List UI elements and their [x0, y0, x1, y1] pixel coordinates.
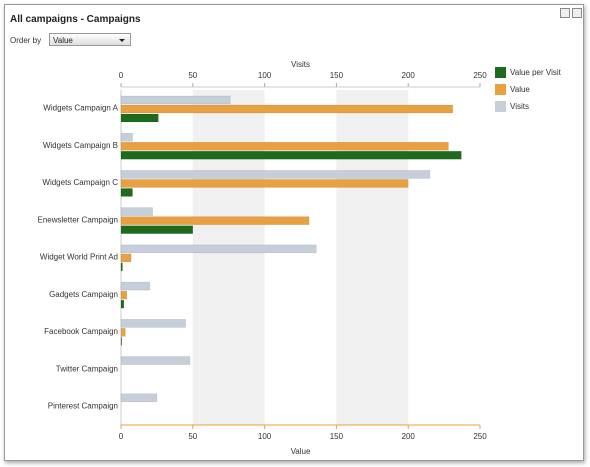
- bar: [120, 262, 123, 272]
- bar: [120, 150, 462, 160]
- x2-tick-label: 0: [119, 71, 124, 80]
- x-tick-label: 200: [402, 432, 416, 441]
- y-tick-label: Widgets Campaign A: [43, 104, 118, 113]
- y-tick-label: Twitter Campaign: [56, 364, 118, 373]
- y-tick-label: Widgets Campaign B: [43, 141, 118, 150]
- legend-swatch: [495, 84, 506, 95]
- y-tick-label: Enewsletter Campaign: [38, 215, 118, 224]
- y-tick-label: Gadgets Campaign: [49, 290, 118, 299]
- bar: [120, 207, 153, 216]
- bar: [120, 393, 158, 403]
- x2-tick-label: 150: [330, 71, 344, 80]
- bar: [120, 244, 317, 254]
- legend-swatch: [495, 101, 506, 112]
- bar: [120, 253, 132, 263]
- bar: [120, 104, 453, 114]
- minimize-button[interactable]: [560, 8, 570, 18]
- y-tick-label: Widget World Print Ad: [40, 253, 118, 262]
- bar: [120, 281, 150, 291]
- x-tick-label: 100: [258, 432, 272, 441]
- bar: [120, 299, 125, 309]
- bar: [120, 141, 449, 151]
- x2-tick-label: 250: [473, 71, 487, 80]
- legend-label: Value per Visit: [510, 68, 562, 77]
- x2-tick-label: 50: [188, 71, 197, 80]
- bar: [120, 328, 126, 337]
- y-tick-label: Widgets Campaign C: [42, 178, 118, 187]
- bar: [120, 216, 310, 225]
- bar: [120, 225, 194, 234]
- x-tick-label: 0: [119, 432, 124, 441]
- bar: [120, 113, 159, 123]
- bar: [120, 319, 186, 328]
- bar: [120, 188, 133, 197]
- bar: [120, 95, 231, 105]
- x-tick-label: 150: [330, 432, 344, 441]
- x-tick-label: 250: [473, 432, 487, 441]
- order-by-dropdown[interactable]: Value: [49, 33, 131, 46]
- order-by-label: Order by: [10, 36, 42, 45]
- bar: [120, 132, 133, 142]
- y-tick-label: Pinterest Campaign: [48, 401, 118, 410]
- x-axis-title: Value: [291, 447, 311, 456]
- close-button[interactable]: [572, 8, 582, 18]
- bar: [120, 356, 191, 365]
- x2-tick-label: 200: [402, 71, 416, 80]
- grid-band: [336, 90, 409, 425]
- grid-band: [192, 90, 265, 425]
- x2-axis-title: Visits: [291, 60, 310, 69]
- legend-label: Value: [510, 85, 530, 94]
- bar: [120, 290, 127, 300]
- legend-label: Visits: [510, 102, 529, 111]
- bar: [120, 337, 122, 346]
- panel: [4, 4, 584, 461]
- y-tick-label: Facebook Campaign: [44, 327, 118, 336]
- panel-title: All campaigns - Campaigns: [10, 14, 141, 25]
- bar: [120, 179, 409, 188]
- x-tick-label: 50: [188, 432, 197, 441]
- x2-tick-label: 100: [258, 71, 272, 80]
- legend-swatch: [495, 67, 506, 78]
- bar: [120, 170, 430, 179]
